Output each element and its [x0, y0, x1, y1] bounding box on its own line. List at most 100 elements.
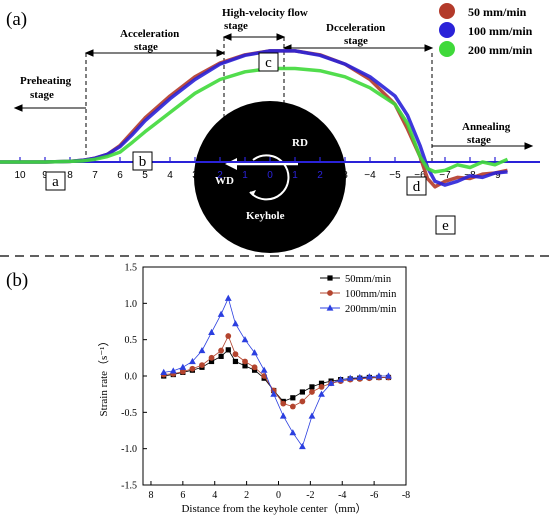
- y-axis-label-b: Strain rate（s⁻¹）: [97, 336, 110, 417]
- x-tick-label-b: -4: [338, 490, 346, 501]
- stage-decel-line1: Dcceleration: [326, 22, 385, 34]
- series-b-point: [279, 412, 287, 419]
- stage-acceleration-line1: Acceleration: [120, 28, 179, 40]
- axis-a-tick-label: 5: [142, 170, 148, 181]
- legend-a-marker-200: [439, 41, 455, 57]
- series-b-point: [225, 333, 232, 339]
- legend-b-label: 200mm/min: [345, 304, 397, 315]
- axis-a-tick-label: 2: [217, 170, 223, 181]
- x-tick-label-b: 4: [212, 490, 217, 501]
- stage-annealing-line1: Annealing: [462, 121, 511, 133]
- series-b-point: [225, 347, 231, 353]
- axis-a-tick-label: 6: [117, 170, 123, 181]
- x-tick-label-b: 6: [180, 490, 185, 501]
- axis-a-tick-label: 1: [292, 170, 298, 181]
- axis-a-tick-label: −5: [389, 170, 401, 181]
- series-b-point: [160, 368, 168, 375]
- series-b-point: [309, 389, 315, 395]
- keyhole-disk: [194, 101, 346, 253]
- y-tick-label-b: -0.5: [121, 408, 137, 419]
- axis-a-tick-label: 8: [67, 170, 73, 181]
- x-tick-label-b: 8: [148, 490, 153, 501]
- legend-a-label-50: 50 mm/min: [468, 5, 527, 19]
- series-b-point: [218, 353, 224, 359]
- series-b-point: [189, 365, 196, 372]
- series-b-2: [160, 294, 392, 450]
- curve-a-200: [0, 66, 509, 174]
- x-tick-label-b: -8: [402, 490, 410, 501]
- x-tick-label-b: -2: [306, 490, 314, 501]
- series-b-point: [251, 364, 258, 371]
- legend-b-marker: [326, 304, 334, 311]
- series-b-point: [218, 347, 225, 354]
- axis-a-tick-label: 10: [14, 170, 26, 181]
- axis-a-tick-label: 3: [342, 170, 348, 181]
- point-box-b: [132, 151, 153, 171]
- axis-a-tick-label: 3: [192, 170, 198, 181]
- rd-label: RD: [292, 137, 308, 149]
- stage-highvel-line1: High-velocity flow: [222, 7, 308, 19]
- series-b-point: [365, 373, 373, 380]
- arrowhead-anneal: [524, 142, 534, 150]
- legend-a: 50 mm/min 100 mm/min 200 mm/min: [439, 3, 533, 57]
- series-b-point: [346, 374, 354, 381]
- series-b-point: [241, 336, 249, 343]
- axis-a-tick-label: 4: [167, 170, 173, 181]
- legend-b-marker: [327, 275, 333, 281]
- axes-b: 1.5 1.0 0.5 0.0 -0.5 -1.0 -1.5 8 6 4 2 0 -2 -4 -6 -8: [121, 263, 410, 502]
- series-b-point: [289, 403, 296, 410]
- legend-a-marker-100: [439, 22, 455, 38]
- axis-a-tick-label: 0: [267, 170, 273, 181]
- keyhole-label: Keyhole: [246, 210, 285, 222]
- series-b-point: [251, 367, 258, 373]
- series-b-point: [309, 384, 315, 390]
- axis-a-tick-label: −6: [414, 170, 426, 181]
- legend-b-label: 100mm/min: [345, 289, 397, 300]
- y-tick-label-b: 0.5: [125, 335, 138, 346]
- point-box-a: [45, 171, 66, 191]
- series-b-point: [208, 354, 215, 361]
- point-label-c: c: [265, 55, 272, 71]
- series-b-point: [208, 328, 215, 335]
- series-b-point: [260, 366, 268, 373]
- series-b-point: [208, 358, 215, 365]
- y-tick-label-b: 1.0: [125, 299, 138, 310]
- arrowhead-accel-left: [84, 49, 94, 57]
- axis-a-tick-label: 9: [42, 170, 48, 181]
- series-b-point: [299, 398, 306, 405]
- arrowhead-highvel-right: [276, 33, 286, 41]
- series-b-point: [217, 310, 225, 317]
- keyhole-inset: RD WD Keyhole: [194, 101, 346, 253]
- series-b-point: [189, 357, 196, 365]
- x-axis-label-b: Distance from the keyhole center（mm）: [181, 502, 366, 515]
- series-b-line: [163, 297, 389, 448]
- point-label-b: b: [139, 154, 147, 170]
- stage-preheating-line1: Preheating: [20, 75, 72, 87]
- series-b-point: [375, 372, 383, 379]
- x-tick-label-b: 2: [244, 490, 249, 501]
- y-tick-label-b: -1.5: [121, 481, 137, 492]
- point-label-e: e: [442, 218, 449, 234]
- stage-preheating-line2: stage: [30, 89, 54, 101]
- stage-labels: Preheating stage Acceleration stage High…: [20, 7, 511, 146]
- y-tick-label-b: 1.5: [125, 263, 138, 274]
- series-b-point: [242, 363, 248, 369]
- series-b-point: [385, 372, 392, 379]
- series-b-point: [327, 379, 335, 386]
- legend-b: 50mm/min 100mm/min 200mm/min: [320, 274, 397, 315]
- series-b-point: [308, 412, 316, 419]
- point-label-a: a: [52, 174, 59, 190]
- series-b-point: [169, 367, 177, 374]
- panel-b-label: (b): [6, 270, 28, 291]
- legend-a-label-100: 100 mm/min: [468, 24, 533, 38]
- series-b-point: [289, 429, 297, 436]
- y-tick-label-b: 0.0: [125, 372, 138, 383]
- point-box-d: [406, 176, 427, 196]
- series-b-point: [337, 376, 345, 383]
- series-b-point: [232, 320, 239, 327]
- point-labels: a b c d e: [45, 52, 456, 235]
- legend-a-marker-50: [439, 3, 455, 19]
- series-b-point: [199, 362, 205, 368]
- series-b-point: [270, 390, 278, 397]
